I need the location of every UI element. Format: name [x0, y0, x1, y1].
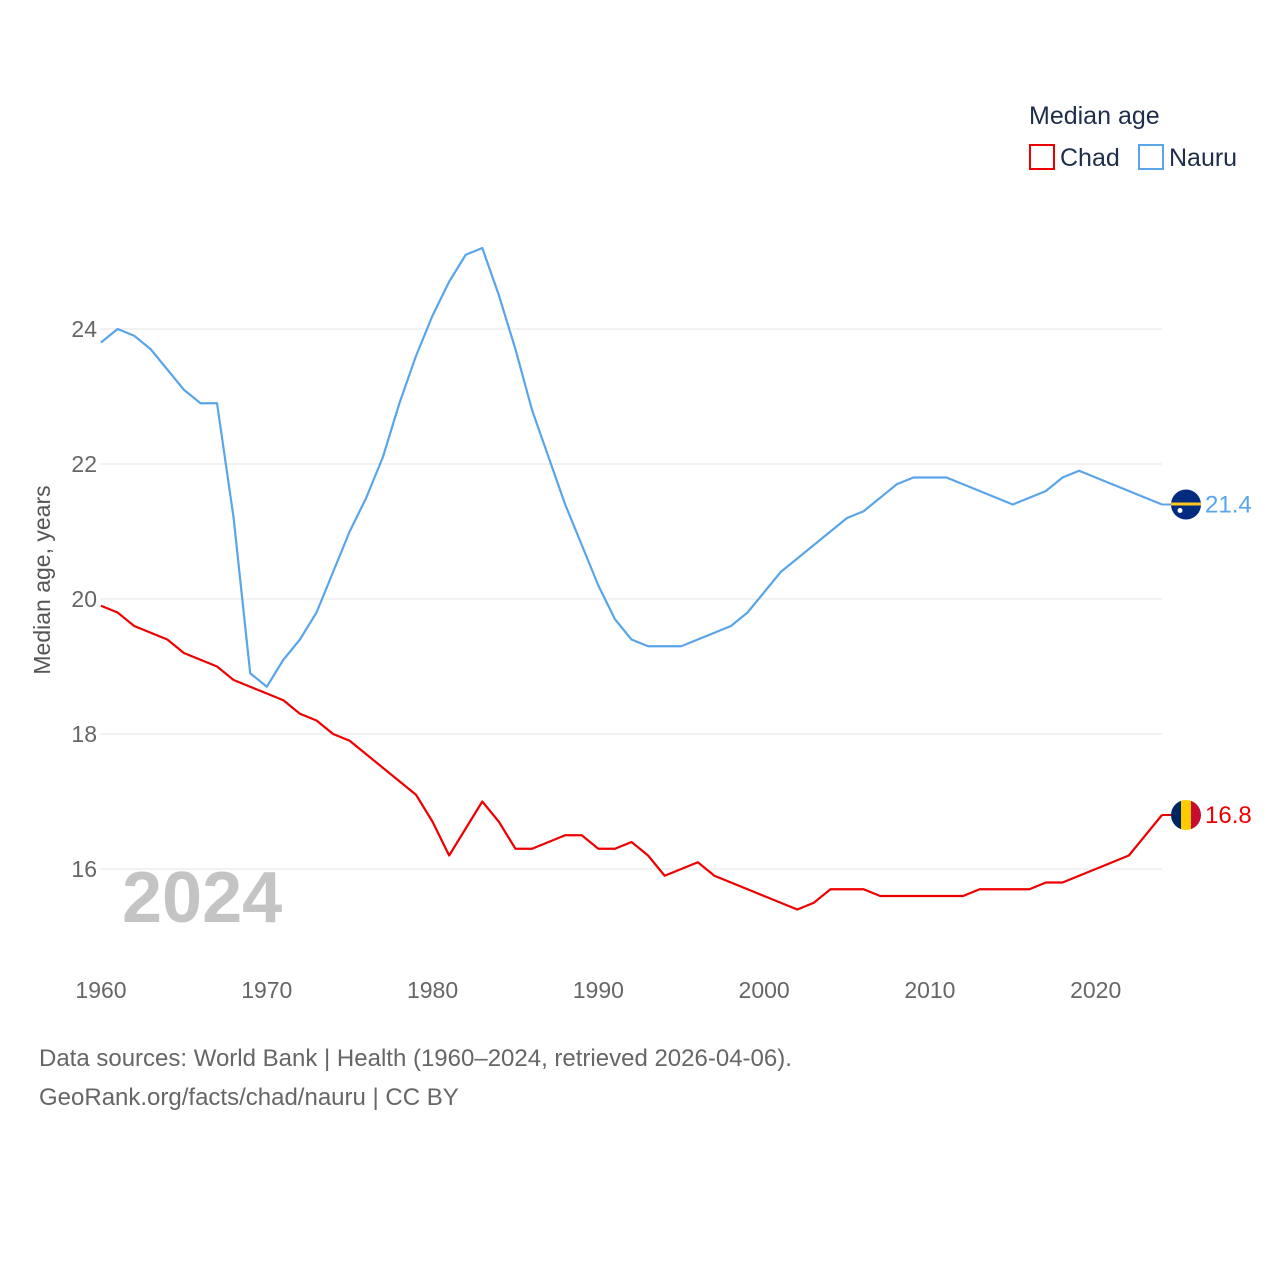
y-tick-label: 20 — [71, 586, 97, 612]
y-tick-label: 22 — [71, 451, 97, 477]
x-tick-label: 2010 — [904, 977, 955, 1003]
legend-item-chad[interactable]: Chad — [1029, 144, 1120, 172]
legend-label-nauru: Nauru — [1169, 144, 1237, 172]
y-axis-label: Median age, years — [29, 485, 55, 674]
x-tick-label: 1980 — [407, 977, 458, 1003]
source-note: Data sources: World Bank | Health (1960–… — [39, 1045, 792, 1072]
chad-flag-icon — [1171, 800, 1201, 830]
legend-label-chad: Chad — [1060, 144, 1120, 172]
y-tick-label: 16 — [71, 856, 97, 882]
legend-item-nauru[interactable]: Nauru — [1138, 144, 1237, 172]
end-label-nauru: 21.4 — [1205, 492, 1252, 519]
legend-swatch-chad — [1029, 144, 1055, 170]
x-tick-label: 1990 — [573, 977, 624, 1003]
series-line-chad[interactable] — [100, 604, 1163, 911]
x-tick-label: 1970 — [241, 977, 292, 1003]
nauru-flag-icon — [1171, 489, 1201, 520]
y-tick-label: 18 — [71, 721, 97, 747]
year-watermark: 2024 — [122, 858, 282, 938]
legend-swatch-nauru — [1138, 144, 1164, 170]
legend-title: Median age — [1029, 102, 1160, 130]
x-tick-label: 2020 — [1070, 977, 1121, 1003]
source-link[interactable]: GeoRank.org/facts/chad/nauru | CC BY — [39, 1084, 459, 1111]
x-tick-label: 2000 — [739, 977, 790, 1003]
series-line-nauru[interactable] — [100, 246, 1163, 688]
y-tick-label: 24 — [71, 316, 97, 342]
x-tick-label: 1960 — [75, 977, 126, 1003]
end-label-chad: 16.8 — [1205, 802, 1252, 829]
